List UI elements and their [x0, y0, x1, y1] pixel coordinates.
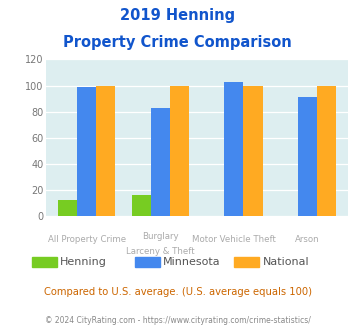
- Bar: [96, 85, 115, 216]
- Text: Compared to U.S. average. (U.S. average equals 100): Compared to U.S. average. (U.S. average …: [44, 287, 311, 297]
- Bar: [317, 85, 336, 216]
- Text: 2019 Henning: 2019 Henning: [120, 8, 235, 23]
- Text: Motor Vehicle Theft: Motor Vehicle Theft: [192, 235, 276, 244]
- Bar: [151, 108, 170, 216]
- Text: All Property Crime: All Property Crime: [48, 235, 126, 244]
- Text: Property Crime Comparison: Property Crime Comparison: [63, 35, 292, 50]
- Bar: [298, 97, 317, 216]
- Bar: [58, 201, 77, 216]
- Text: Minnesota: Minnesota: [163, 257, 221, 267]
- Text: National: National: [263, 257, 309, 267]
- Bar: [224, 82, 244, 216]
- Text: Arson: Arson: [295, 235, 320, 244]
- Bar: [131, 195, 151, 216]
- Bar: [170, 85, 189, 216]
- Text: Larceny & Theft: Larceny & Theft: [126, 248, 195, 256]
- Text: © 2024 CityRating.com - https://www.cityrating.com/crime-statistics/: © 2024 CityRating.com - https://www.city…: [45, 316, 310, 325]
- Text: Henning: Henning: [60, 257, 107, 267]
- Text: Burglary: Burglary: [142, 232, 179, 241]
- Bar: [244, 85, 263, 216]
- Bar: [77, 87, 96, 216]
